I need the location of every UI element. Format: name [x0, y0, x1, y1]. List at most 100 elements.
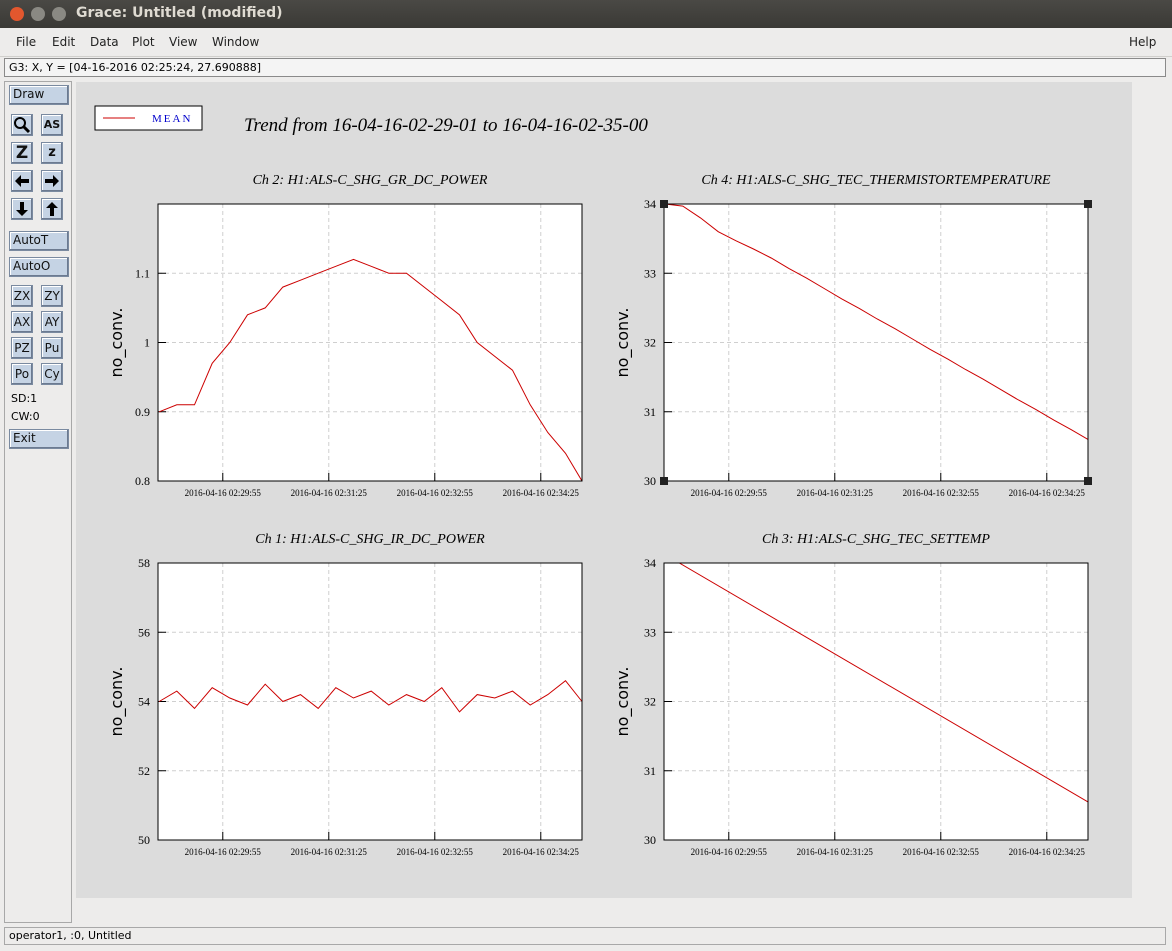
autot-button[interactable]: AutoT [9, 231, 69, 251]
plot-frame [157, 203, 583, 482]
y-axis-label: no_conv. [613, 308, 633, 378]
y-tick-label: 34 [644, 197, 656, 211]
plot-frame [157, 562, 583, 841]
x-tick-label: 2016-04-16 02:29:55 [691, 488, 768, 498]
down-button[interactable] [11, 198, 33, 220]
y-tick-label: 34 [644, 556, 656, 570]
data-line [679, 563, 1088, 803]
cw-label: CW:0 [11, 410, 40, 423]
y-tick-label: 50 [138, 833, 150, 847]
tool-button[interactable]: Po [11, 363, 33, 385]
tool-button[interactable]: ZY [41, 285, 63, 307]
x-tick-label: 2016-04-16 02:32:55 [397, 847, 474, 857]
x-tick-label: 2016-04-16 02:32:55 [397, 488, 474, 498]
chart-title: Ch 3: H1:ALS-C_SHG_TEC_SETTEMP [762, 532, 990, 547]
y-tick-label: 32 [644, 695, 656, 709]
menu-item[interactable]: Data [90, 35, 119, 49]
menu-item[interactable]: Plot [132, 35, 155, 49]
tool-button[interactable]: AX [11, 311, 33, 333]
tool-button[interactable]: ZX [11, 285, 33, 307]
y-tick-label: 0.8 [135, 474, 150, 488]
title-bar: Grace: Untitled (modified) [0, 0, 1172, 28]
close-button[interactable] [10, 7, 24, 21]
maximize-button[interactable] [52, 7, 66, 21]
y-tick-label: 31 [644, 405, 656, 419]
menu-item[interactable]: File [16, 35, 37, 49]
x-tick-label: 2016-04-16 02:31:25 [291, 488, 368, 498]
y-tick-label: 54 [138, 695, 150, 709]
x-tick-label: 2016-04-16 02:34:25 [1009, 488, 1086, 498]
y-tick-label: 33 [644, 625, 656, 639]
autoscale-button[interactable]: AS [41, 114, 63, 136]
selection-handle [1084, 477, 1092, 485]
autoo-button[interactable]: AutoO [9, 257, 69, 277]
zoom-icon [14, 117, 31, 134]
menu-item[interactable]: Window [212, 35, 260, 49]
y-tick-label: 1.1 [135, 266, 150, 280]
locator-field[interactable]: G3: X, Y = [04-16-2016 02:25:24, 27.6908… [4, 58, 1166, 77]
data-line [665, 204, 1088, 440]
up-button[interactable] [41, 198, 63, 220]
x-tick-label: 2016-04-16 02:31:25 [797, 488, 874, 498]
toolbar: Draw AS Z z AutoT AutoO ZX ZY AX AY PZ P… [4, 81, 72, 923]
plot-canvas: MEAN Trend from 16-04-16-02-29-01 to 16-… [94, 105, 1092, 857]
plot-frame [663, 203, 1089, 482]
draw-button[interactable]: Draw [9, 85, 69, 105]
set-label: SD:1 [11, 392, 38, 405]
chart-title: Ch 1: H1:ALS-C_SHG_IR_DC_POWER [255, 532, 485, 547]
selection-handle [1084, 200, 1092, 208]
tool-button[interactable]: PZ [11, 337, 33, 359]
chart-title: Ch 2: H1:ALS-C_SHG_GR_DC_POWER [253, 173, 488, 188]
plot-frame [663, 562, 1089, 841]
x-tick-label: 2016-04-16 02:34:25 [503, 847, 580, 857]
main-title: Trend from 16-04-16-02-29-01 to 16-04-16… [244, 115, 648, 136]
y-tick-label: 32 [644, 336, 656, 350]
y-tick-label: 56 [138, 625, 150, 639]
exit-button[interactable]: Exit [9, 429, 69, 449]
arrow-icon [45, 175, 59, 187]
left-button[interactable] [11, 170, 33, 192]
menu-item[interactable]: Edit [52, 35, 76, 49]
x-tick-label: 2016-04-16 02:29:55 [691, 847, 768, 857]
tool-button[interactable]: Pu [41, 337, 63, 359]
y-tick-label: 30 [644, 833, 656, 847]
y-tick-label: 0.9 [135, 405, 150, 419]
y-axis-label: no_conv. [107, 308, 127, 378]
x-tick-label: 2016-04-16 02:32:55 [903, 847, 980, 857]
x-tick-label: 2016-04-16 02:29:55 [185, 488, 262, 498]
y-tick-label: 33 [644, 266, 656, 280]
x-tick-label: 2016-04-16 02:32:55 [903, 488, 980, 498]
selection-handle [660, 477, 668, 485]
y-tick-label: 31 [644, 764, 656, 778]
zoom-out-button[interactable]: z [41, 142, 63, 164]
x-tick-label: 2016-04-16 02:31:25 [291, 847, 368, 857]
y-axis-label: no_conv. [107, 667, 127, 737]
zoom-button[interactable] [11, 114, 33, 136]
y-tick-label: 58 [138, 556, 150, 570]
legend-label: MEAN [152, 113, 192, 125]
data-line [158, 679, 582, 713]
arrow-icon [15, 175, 29, 187]
tool-button[interactable]: Cy [41, 363, 63, 385]
y-tick-label: 30 [644, 474, 656, 488]
x-tick-label: 2016-04-16 02:34:25 [503, 488, 580, 498]
arrow-icon [16, 202, 28, 216]
zoom-in-button[interactable]: Z [11, 142, 33, 164]
y-tick-label: 1 [144, 336, 150, 350]
minimize-button[interactable] [31, 7, 45, 21]
right-button[interactable] [41, 170, 63, 192]
menu-bar: File Edit Data Plot View Window Help [0, 28, 1172, 57]
tool-button[interactable]: AY [41, 311, 63, 333]
x-tick-label: 2016-04-16 02:29:55 [185, 847, 262, 857]
data-line [159, 258, 582, 481]
canvas: MEAN Trend from 16-04-16-02-29-01 to 16-… [76, 82, 1132, 898]
menu-item[interactable]: View [169, 35, 198, 49]
menu-item[interactable]: Help [1129, 35, 1157, 49]
x-tick-label: 2016-04-16 02:31:25 [797, 847, 874, 857]
selection-handle [660, 200, 668, 208]
arrow-icon [46, 202, 58, 216]
chart-title: Ch 4: H1:ALS-C_SHG_TEC_THERMISTORTEMPERA… [701, 173, 1051, 188]
y-axis-label: no_conv. [613, 667, 633, 737]
status-bar: operator1, :0, Untitled [4, 927, 1166, 945]
